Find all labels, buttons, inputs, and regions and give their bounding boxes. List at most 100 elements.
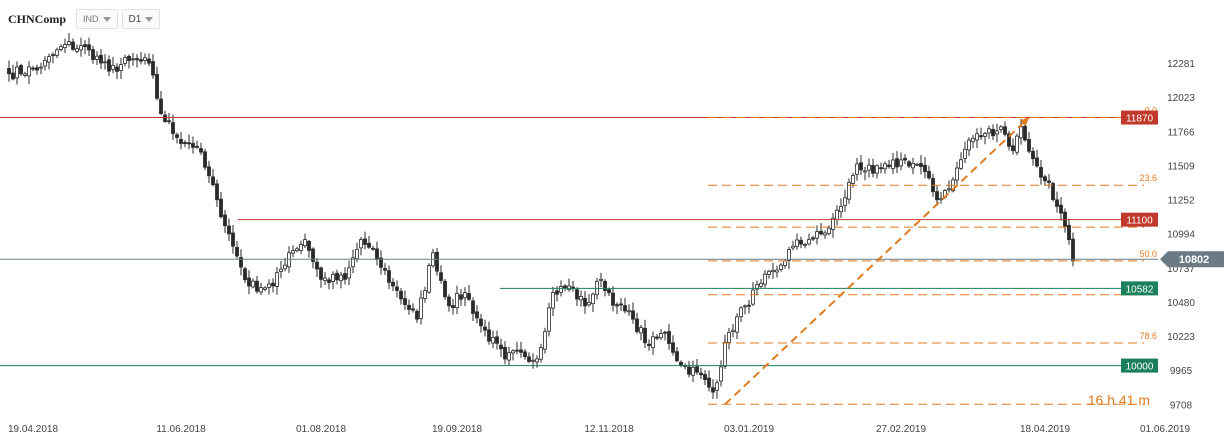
candle xyxy=(1039,159,1043,185)
candle-body xyxy=(271,282,275,287)
candle xyxy=(335,269,339,285)
candle xyxy=(171,114,175,140)
candle xyxy=(915,162,919,167)
candle-body xyxy=(111,64,115,70)
candle-body xyxy=(1035,157,1039,167)
candle xyxy=(939,191,943,204)
candle-body xyxy=(123,57,127,64)
level-badge-10000 xyxy=(1121,358,1158,373)
candle-body xyxy=(475,311,479,319)
chart-toolbar: CHNComp IND D1 xyxy=(8,8,161,30)
candle xyxy=(699,367,703,380)
candle xyxy=(363,231,367,250)
candle-body xyxy=(155,73,159,99)
instrument-type-dropdown[interactable]: IND xyxy=(76,9,118,29)
candle xyxy=(679,360,683,368)
candle-body xyxy=(651,336,655,349)
badges-layer: 11870 11100 10802 10582 10000 xyxy=(1121,110,1224,373)
candle xyxy=(71,38,75,51)
chevron-down-icon xyxy=(145,16,154,22)
candle-body xyxy=(815,231,819,239)
level-badge-label-11870: 11870 xyxy=(1126,114,1154,125)
candle xyxy=(443,279,447,300)
candle xyxy=(427,263,431,294)
candle xyxy=(967,137,971,156)
candle xyxy=(591,292,595,313)
candle xyxy=(899,152,903,171)
candle-body xyxy=(579,295,583,301)
candle-body xyxy=(831,217,835,230)
candle-body xyxy=(207,166,211,177)
candle-body xyxy=(211,176,215,186)
candle xyxy=(723,334,727,369)
candle xyxy=(419,290,423,325)
candle xyxy=(291,245,295,258)
level-badge-11870 xyxy=(1121,110,1158,125)
level-badge-10582 xyxy=(1121,281,1158,296)
candle-body xyxy=(1011,145,1015,152)
candle xyxy=(331,271,335,290)
x-tick-label: 12.11.2018 xyxy=(584,424,634,435)
candle xyxy=(95,51,99,65)
candle xyxy=(759,279,763,289)
candle-body xyxy=(643,327,647,344)
candle-body xyxy=(555,290,559,295)
candle xyxy=(223,210,227,234)
candle-body xyxy=(787,249,791,261)
candle-body xyxy=(1023,125,1027,141)
candle xyxy=(1031,147,1035,166)
candle-body xyxy=(383,268,387,271)
candle xyxy=(275,266,279,295)
candle-body xyxy=(907,161,911,167)
candle xyxy=(495,330,499,350)
instrument-type-label: IND xyxy=(83,14,99,24)
candle-body xyxy=(1003,126,1007,135)
candle-body xyxy=(991,129,995,137)
candle xyxy=(619,298,623,311)
candle xyxy=(507,346,511,366)
candle xyxy=(19,63,23,77)
timeframe-dropdown[interactable]: D1 xyxy=(121,9,161,29)
candle xyxy=(139,51,143,65)
candle xyxy=(467,284,471,301)
candle-body xyxy=(467,293,471,300)
candle-body xyxy=(455,292,459,309)
candle xyxy=(1015,133,1019,156)
candle xyxy=(1003,121,1007,137)
candle xyxy=(27,61,31,85)
candle xyxy=(219,191,223,219)
candle xyxy=(163,110,167,123)
candle xyxy=(283,257,287,272)
candle xyxy=(859,155,863,176)
candle xyxy=(227,218,231,241)
candle-body xyxy=(51,54,55,57)
candle xyxy=(295,246,299,253)
candle-body xyxy=(735,316,739,333)
candle-body xyxy=(707,377,711,388)
candle xyxy=(347,260,351,286)
candle xyxy=(111,56,115,74)
candle-body xyxy=(527,356,531,362)
candle-body xyxy=(275,272,279,287)
candle-body xyxy=(647,343,651,347)
y-tick-label: 12023 xyxy=(1167,93,1195,104)
candle xyxy=(195,140,199,149)
candle xyxy=(771,263,775,279)
candle-body xyxy=(35,67,39,71)
candle-body xyxy=(803,243,807,246)
y-axis: 12281 12023 11766 11509 11252 10994 10737 10480… xyxy=(1167,59,1195,411)
fib-label: 50.0 xyxy=(1139,249,1157,259)
candle xyxy=(727,327,731,350)
candle xyxy=(235,240,239,259)
candle xyxy=(1047,174,1051,189)
candle xyxy=(1063,208,1067,233)
candle xyxy=(1011,138,1015,155)
candle xyxy=(87,37,91,57)
candle xyxy=(767,269,771,279)
candle xyxy=(543,327,547,354)
candle-body xyxy=(423,290,427,299)
candle xyxy=(683,363,687,370)
y-tick-label: 11509 xyxy=(1167,161,1195,172)
candle xyxy=(963,141,967,163)
